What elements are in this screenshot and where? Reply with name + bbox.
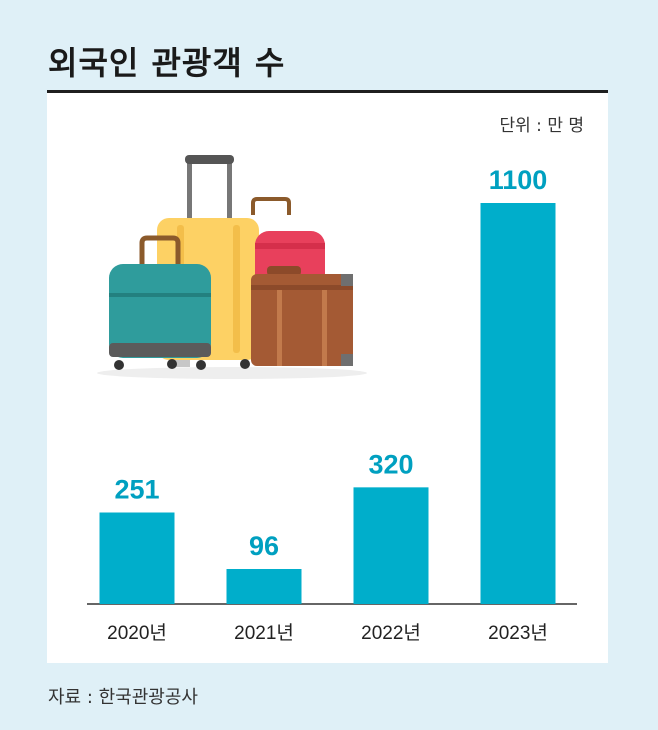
value-label: 96 (249, 531, 279, 561)
value-label: 320 (368, 449, 413, 479)
value-label: 251 (114, 474, 159, 504)
source-note: 자료 : 한국관광공사 (48, 687, 198, 708)
bar-2023년 (480, 203, 556, 604)
title-underline (47, 90, 608, 93)
value-label: 1100 (489, 165, 548, 195)
teal-suitcase-icon (109, 235, 211, 370)
bar-chart: 251 96 320 1100 2020년 2021년 2022년 2023년 (87, 155, 577, 644)
chart-panel: 단위 : 만 명 (47, 93, 608, 663)
x-tick-label: 2021년 (234, 622, 294, 644)
x-tick-label: 2022년 (361, 622, 421, 644)
bar-2020년 (99, 512, 175, 604)
luggage-illustration (97, 155, 367, 379)
shadow-shape (97, 367, 367, 379)
bar-2021년 (226, 569, 302, 604)
x-tick-label: 2020년 (107, 622, 167, 644)
unit-label: 단위 : 만 명 (499, 116, 585, 136)
bar-2022년 (353, 487, 429, 604)
brown-suitcase-icon (251, 266, 353, 366)
x-tick-label: 2023년 (488, 622, 548, 644)
chart-title: 외국인 관광객 수 (48, 44, 286, 82)
